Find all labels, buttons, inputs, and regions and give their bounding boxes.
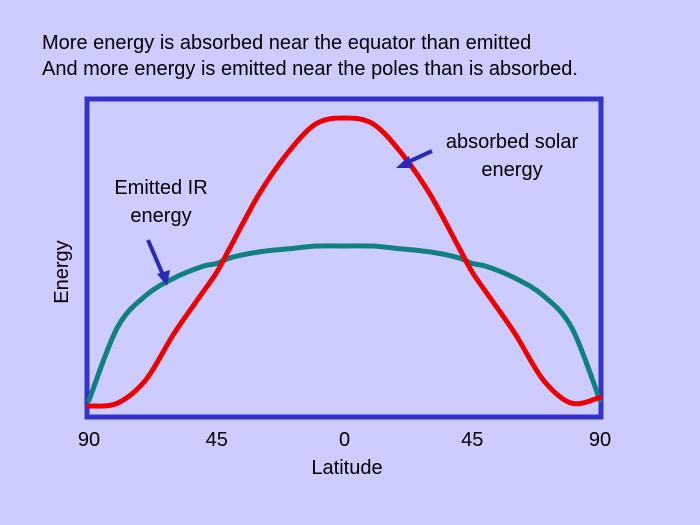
annotation-emitted-line2: energy	[130, 205, 191, 227]
series-line-emitted	[86, 243, 603, 403]
series-line-absorbed	[86, 115, 603, 409]
x-tick-label: 45	[461, 429, 483, 451]
x-axis-label: Latitude	[311, 457, 382, 479]
annotation-emitted-line1: Emitted IR	[114, 177, 207, 199]
arrow-emitted	[146, 239, 170, 286]
header-line-1: More energy is absorbed near the equator…	[42, 32, 532, 54]
x-tick-label: 90	[589, 429, 611, 451]
plot-frame	[84, 96, 604, 420]
annotation-absorbed-line2: energy	[481, 159, 542, 181]
x-tick-label: 90	[78, 429, 100, 451]
arrow-absorbed	[396, 149, 433, 168]
x-tick-label: 45	[206, 429, 228, 451]
annotation-absorbed-line1: absorbed solar	[446, 131, 579, 153]
x-tick-label: 0	[339, 429, 350, 451]
header-line-2: And more energy is emitted near the pole…	[42, 58, 578, 80]
y-axis-label: Energy	[51, 240, 73, 303]
